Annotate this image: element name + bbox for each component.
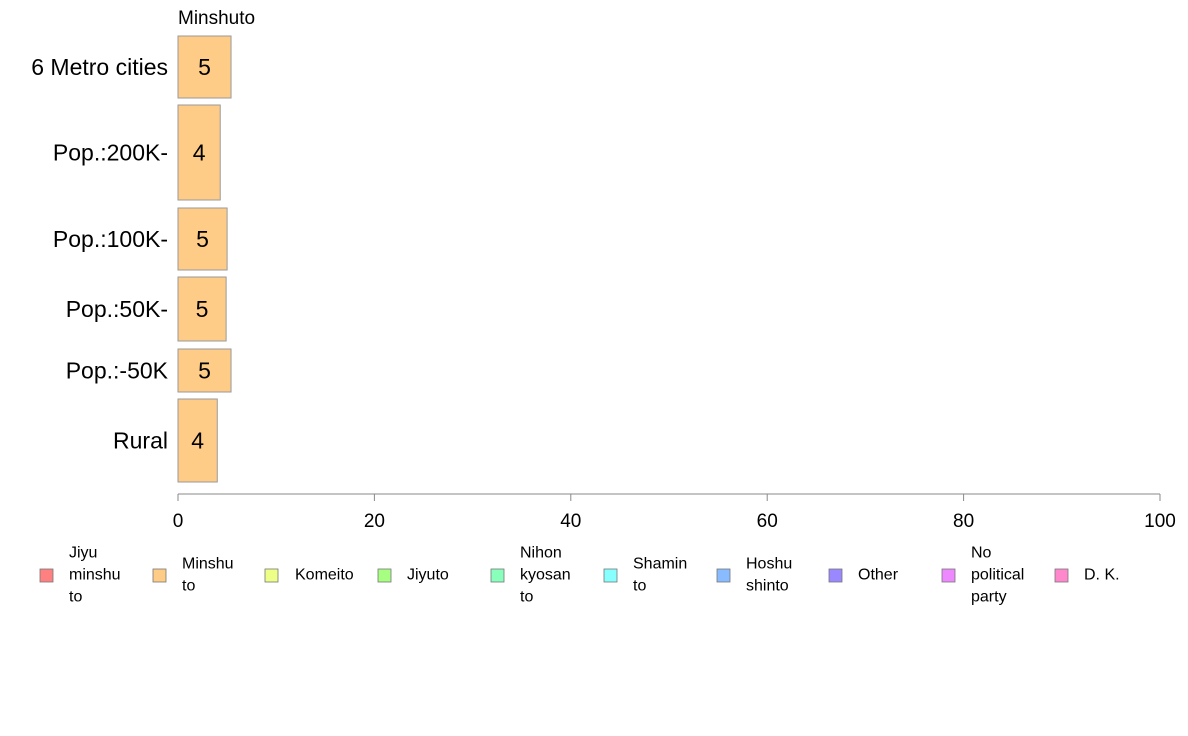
bar-2 xyxy=(177,207,228,271)
legend-label-7: Other xyxy=(858,567,899,584)
legend-swatch-2 xyxy=(264,568,279,583)
legend-swatch-3 xyxy=(377,568,392,583)
bar-1 xyxy=(177,104,221,201)
value-label-3: 5 xyxy=(196,296,209,322)
bar-3 xyxy=(177,276,227,342)
legend-swatch-8 xyxy=(941,568,956,583)
legend-label-0: Jiyu minshu to xyxy=(69,545,121,606)
x-tick-label-4: 80 xyxy=(953,511,974,532)
legend-swatch-9 xyxy=(1054,568,1069,583)
legend-label-1: Minshu to xyxy=(182,556,234,595)
bar-0 xyxy=(177,35,232,99)
legend-label-2: Komeito xyxy=(295,567,354,584)
legend-label-5: Shamin to xyxy=(633,556,687,595)
bar-5 xyxy=(177,398,218,483)
category-label-2: Pop.:100K- xyxy=(53,226,168,252)
x-tick-label-5: 100 xyxy=(1144,511,1176,532)
category-label-1: Pop.:200K- xyxy=(53,140,168,166)
legend-swatch-5 xyxy=(603,568,618,583)
legend: Jiyu minshu to Minshu to Komeito Jiyuto Nihon ky… xyxy=(39,545,1120,606)
x-tick-label-2: 40 xyxy=(560,511,581,532)
x-axis: 0 20 40 60 80 100 xyxy=(173,493,1176,532)
value-label-2: 5 xyxy=(196,226,209,252)
legend-swatch-6 xyxy=(716,568,731,583)
legend-label-9: D. K. xyxy=(1084,567,1120,584)
bar-4 xyxy=(177,348,232,393)
legend-swatch-4 xyxy=(490,568,505,583)
legend-label-6: Hoshu shinto xyxy=(746,556,792,595)
x-tick-label-0: 0 xyxy=(173,511,184,532)
category-label-4: Pop.:-50K xyxy=(66,358,169,384)
x-tick-label-3: 60 xyxy=(757,511,778,532)
category-label-0: 6 Metro cities xyxy=(31,54,168,80)
legend-swatch-7 xyxy=(828,568,843,583)
legend-label-3: Jiyuto xyxy=(407,567,449,584)
value-label-4: 5 xyxy=(198,358,211,384)
x-tick-label-1: 20 xyxy=(364,511,385,532)
legend-label-4: Nihon kyosan to xyxy=(520,545,571,606)
value-label-5: 4 xyxy=(191,428,204,454)
legend-label-8: No political party xyxy=(971,545,1024,606)
bars-layer: 6 Metro cities 5 Pop.:200K- 4 Pop.:100K- 5 Pop… xyxy=(31,35,232,483)
value-label-0: 5 xyxy=(198,54,211,80)
legend-swatch-0 xyxy=(39,568,54,583)
legend-swatch-1 xyxy=(152,568,167,583)
category-label-5: Rural xyxy=(113,428,168,454)
chart-title: Minshuto xyxy=(178,8,255,29)
category-label-3: Pop.:50K- xyxy=(66,296,168,322)
value-label-1: 4 xyxy=(193,140,206,166)
